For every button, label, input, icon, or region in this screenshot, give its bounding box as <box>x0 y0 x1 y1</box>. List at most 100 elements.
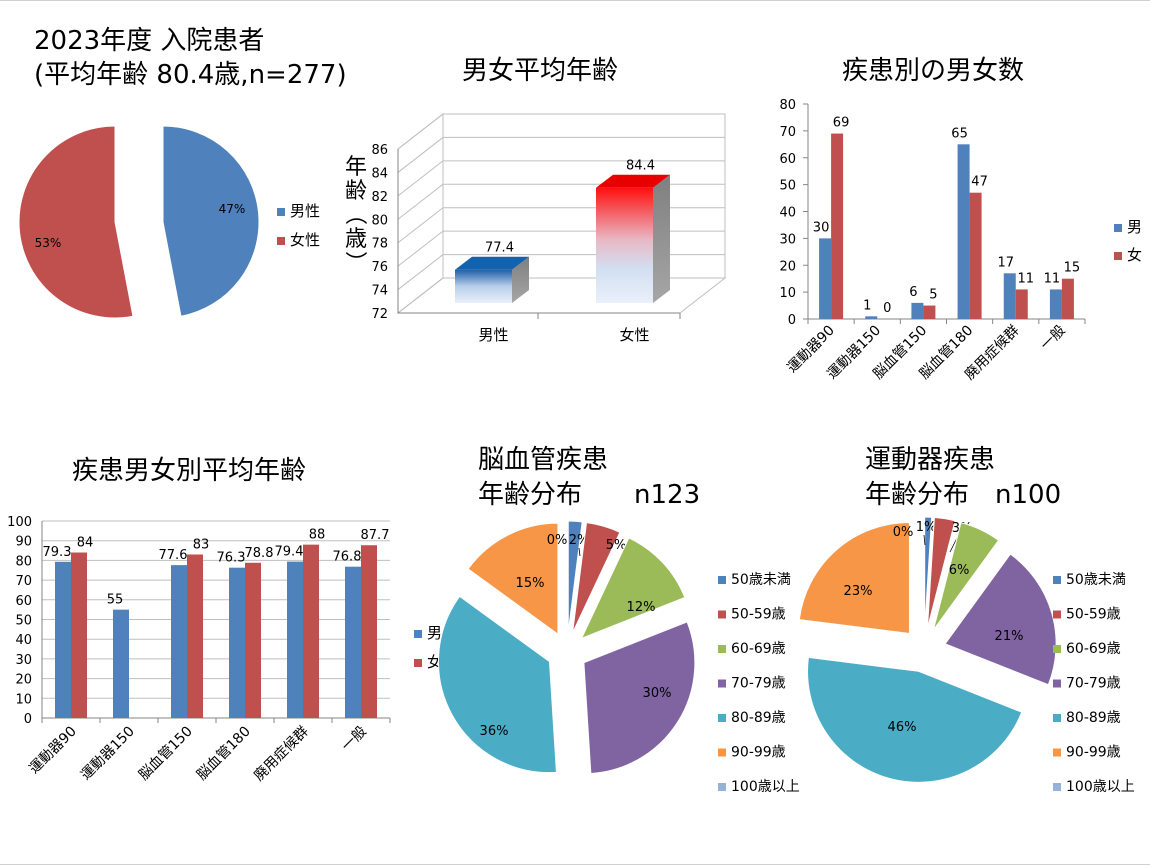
chart4-ytick-label: 0 <box>24 712 32 727</box>
chart4-ytick-label: 40 <box>15 633 32 648</box>
chart2-ylabel-char: （ <box>342 203 367 225</box>
chart5-legend-label: 90-99歳 <box>731 745 786 761</box>
chart6-slice-label: 6% <box>949 563 970 578</box>
chart5-legend-swatch <box>718 610 726 619</box>
chart5-legend-swatch <box>718 714 726 722</box>
chart4-ytick-label: 60 <box>15 594 32 609</box>
chart2-bar-side <box>512 256 529 303</box>
chart3-ytick-label: 50 <box>779 179 796 194</box>
chart5-legend-swatch <box>718 576 726 584</box>
chart2-bar-side <box>653 174 670 303</box>
chart3-bar <box>1003 273 1016 319</box>
chart6-legend-label: 50-59歳 <box>1066 607 1121 623</box>
chart2-bar-label: 77.4 <box>485 241 514 256</box>
chart3-bar-label: 47 <box>971 175 988 190</box>
chart3-legend-label: 男 <box>1127 218 1142 236</box>
chart6-legend-label: 50歳未満 <box>1066 572 1126 588</box>
chart2-gridline <box>397 207 725 244</box>
chart4-bar-label: 79.3 <box>43 545 72 560</box>
chart2-ytick-label: 84 <box>371 166 388 181</box>
chart3-bar <box>1049 289 1062 319</box>
chart4-bar <box>303 544 319 718</box>
chart6-legend-swatch <box>1053 748 1061 757</box>
chart2-bar-top <box>596 174 670 188</box>
chart3-ytick-label: 80 <box>779 98 796 113</box>
chart2-gridline <box>397 136 725 173</box>
chart3-bar <box>1015 289 1028 319</box>
chart5-legend-swatch <box>718 679 726 688</box>
chart6-legend-swatch <box>1053 714 1061 722</box>
chart3-ytick-label: 70 <box>779 125 796 140</box>
chart4-category-label: 脳血管180 <box>194 724 254 784</box>
chart1-slice <box>18 125 134 319</box>
chart2-bar-top <box>455 256 529 270</box>
chart3-bar-label: 69 <box>833 116 850 131</box>
chart6-slice-label: 23% <box>844 584 873 599</box>
chart6-legend-label: 60-69歳 <box>1066 641 1121 657</box>
chart4-title: 疾患男女別平均年齢 <box>72 456 307 486</box>
chart6-slice-label: 21% <box>995 629 1024 644</box>
chart6-legend-label: 90-99歳 <box>1066 745 1121 761</box>
chart3-ytick-label: 60 <box>779 152 796 167</box>
chart5-legend-swatch <box>718 783 726 791</box>
chart5-slice-label: 36% <box>480 724 509 739</box>
chart6-slice <box>924 516 933 629</box>
chart6-slice <box>807 656 1023 783</box>
chart3-bar <box>819 238 832 319</box>
chart4-legend-label: 男 <box>427 624 442 642</box>
chart3-bar <box>831 133 844 319</box>
chart4-category-label: 運動器150 <box>78 724 138 784</box>
chart4-ytick-label: 80 <box>15 554 32 569</box>
chart4-bar <box>55 561 71 718</box>
chart3-ytick-label: 40 <box>779 206 796 221</box>
chart3-bar-label: 15 <box>1064 261 1081 276</box>
chart4-bar <box>287 561 303 718</box>
chart1-title: 2023年度 入院患者 <box>34 26 265 56</box>
chart5-title: 脳血管疾患 <box>478 445 609 475</box>
chart4-ytick-label: 90 <box>15 535 32 550</box>
chart5-slice-label: 12% <box>627 600 656 615</box>
chart1-slice-label: 47% <box>219 202 246 216</box>
chart6-slice <box>798 521 910 635</box>
chart5-legend-swatch <box>718 645 726 653</box>
chart1-slice <box>162 125 260 317</box>
chart2-gridline <box>397 160 725 197</box>
chart3-bar-label: 65 <box>951 126 968 141</box>
chart6-leader-line <box>923 534 926 546</box>
chart1-subtitle: (平均年齢 80.4歳,n=277) <box>34 60 347 90</box>
chart4-legend-swatch <box>414 659 422 667</box>
chart4-bar <box>113 609 129 718</box>
chart4-ytick-label: 10 <box>15 692 32 707</box>
chart3-bar-label: 17 <box>997 255 1014 270</box>
chart4-ytick-label: 20 <box>15 673 32 688</box>
chart3-ytick-label: 30 <box>779 232 796 247</box>
chart4-ytick-label: 50 <box>15 614 32 629</box>
chart3-bar-label: 6 <box>909 285 917 300</box>
chart1-legend-swatch <box>277 237 285 245</box>
chart1-legend-label: 男性 <box>290 202 320 220</box>
chart5-subtitle: 年齢分布 n123 <box>478 480 701 510</box>
chart6-legend-swatch <box>1053 576 1061 584</box>
chart4-ytick-label: 70 <box>15 574 32 589</box>
chart4-bar <box>71 552 87 718</box>
chart3-bar <box>1061 278 1074 319</box>
chart6-slice-label: 1% <box>916 520 937 535</box>
chart4-bar-label: 88 <box>309 528 326 543</box>
chart2-ytick-label: 74 <box>371 284 388 299</box>
chart3-bar-label: 11 <box>1017 271 1034 286</box>
chart6-legend-swatch <box>1053 679 1061 688</box>
chart2-gridline <box>397 183 725 220</box>
chart6-legend-swatch <box>1053 645 1061 653</box>
chart3-bar-label: 11 <box>1044 271 1061 286</box>
chart4-bar <box>229 567 245 718</box>
chart4-bar-label: 83 <box>193 537 210 552</box>
chart5-slice-label: 5% <box>606 538 627 553</box>
chart4-bar <box>345 566 361 718</box>
chart4-bar-label: 77.6 <box>159 548 188 563</box>
chart5-legend-label: 60-69歳 <box>731 641 786 657</box>
chart2-ytick-label: 86 <box>371 143 388 158</box>
chart5-legend-label: 50歳未満 <box>731 572 791 588</box>
chart5-slice <box>437 595 557 774</box>
chart5-legend-label: 80-89歳 <box>731 710 786 726</box>
